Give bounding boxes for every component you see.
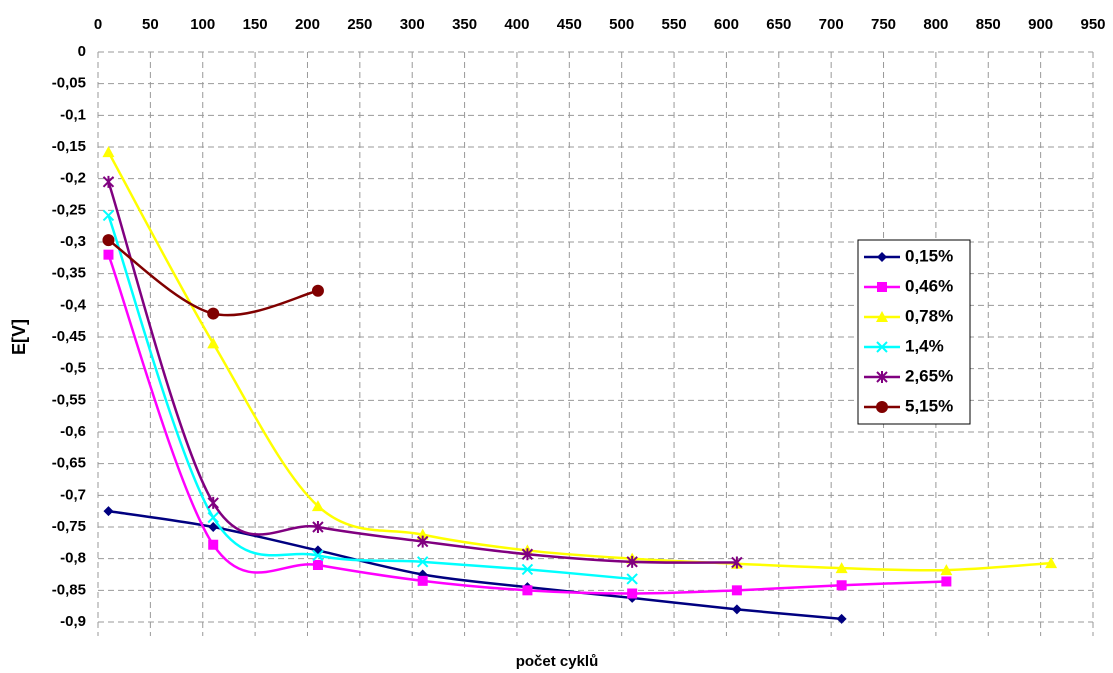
data-point	[312, 549, 324, 562]
data-point	[103, 506, 114, 517]
legend-label: 0,15%	[905, 246, 953, 265]
series-line	[107, 181, 737, 564]
x-tick-label: 200	[295, 16, 320, 33]
x-tick-label: 100	[190, 16, 215, 33]
data-point	[207, 307, 220, 320]
x-tick-label: 150	[243, 16, 268, 33]
data-point	[102, 209, 115, 222]
data-point	[626, 555, 638, 568]
x-axis-label: počet cyklů	[516, 653, 599, 670]
x-tick-label: 850	[976, 16, 1001, 33]
data-point	[521, 563, 534, 576]
legend-marker	[876, 371, 888, 383]
data-point	[208, 522, 219, 532]
data-point	[311, 500, 324, 512]
data-point	[103, 249, 114, 260]
y-tick-label: -0,65	[52, 455, 86, 472]
series-line	[108, 509, 842, 621]
y-tick-label: -0,05	[52, 75, 86, 92]
data-point	[207, 511, 219, 524]
x-tick-label: 350	[452, 16, 477, 33]
data-point	[940, 564, 953, 576]
legend-label: 0,46%	[905, 276, 953, 295]
x-tick-label: 50	[142, 16, 159, 33]
x-tick-label: 450	[557, 16, 582, 33]
data-point	[941, 576, 952, 587]
series-line	[107, 239, 319, 317]
y-tick-label: -0,7	[60, 486, 86, 503]
y-tick-label: -0,3	[60, 233, 86, 250]
y-tick-label: -0,75	[52, 518, 86, 535]
x-tick-label: 950	[1080, 16, 1105, 33]
y-tick-label: -0,2	[60, 170, 86, 187]
series-line	[107, 151, 1052, 572]
data-point	[731, 556, 743, 569]
y-tick-label: -0,55	[52, 391, 86, 408]
data-point	[626, 573, 638, 585]
y-tick-label: -0,4	[60, 296, 87, 313]
y-tick-label: -0,8	[60, 550, 86, 567]
data-point	[1045, 557, 1058, 569]
data-point	[835, 562, 848, 574]
legend-label: 2,65%	[905, 366, 953, 385]
y-tick-label: -0,85	[52, 581, 86, 598]
data-point	[207, 496, 219, 509]
data-point	[521, 548, 534, 561]
data-point	[836, 613, 847, 624]
data-point	[312, 521, 324, 533]
legend-marker	[876, 311, 888, 322]
data-point	[102, 146, 115, 158]
y-tick-label: -0,5	[60, 360, 86, 377]
x-tick-label: 900	[1028, 16, 1053, 33]
data-point	[836, 580, 847, 591]
series-line	[107, 214, 633, 581]
data-point	[207, 337, 220, 349]
data-point	[417, 575, 428, 586]
legend-marker	[877, 282, 887, 292]
x-tick-label: 550	[662, 16, 687, 33]
x-tick-label: 500	[609, 16, 634, 33]
legend-label: 5,15%	[905, 396, 953, 415]
legend-marker	[876, 341, 888, 353]
y-axis-label: E[V]	[9, 319, 29, 355]
x-tick-label: 250	[347, 16, 372, 33]
legend-box	[857, 239, 971, 425]
data-point	[208, 539, 219, 550]
legend-marker	[877, 252, 887, 262]
x-tick-label: 650	[766, 16, 791, 33]
data-point	[416, 556, 429, 568]
x-tick-label: 700	[819, 16, 844, 33]
y-tick-label: -0,25	[52, 201, 86, 218]
x-tick-label: 750	[871, 16, 896, 33]
data-point	[731, 604, 742, 615]
data-point	[522, 585, 533, 596]
data-point	[627, 588, 638, 599]
data-point	[312, 560, 323, 570]
x-tick-label: 400	[504, 16, 529, 33]
data-point	[311, 284, 324, 297]
x-tick-label: 600	[714, 16, 739, 33]
legend-marker	[876, 401, 888, 413]
y-tick-label: -0,9	[60, 613, 86, 630]
y-tick-label: -0,1	[60, 106, 86, 123]
y-tick-label: 0	[78, 43, 86, 60]
data-point	[416, 528, 429, 540]
x-tick-label: 800	[923, 16, 948, 33]
x-tick-label: 300	[400, 16, 425, 33]
data-point	[102, 234, 115, 247]
y-tick-label: -0,15	[52, 138, 86, 155]
x-tick-label: 0	[94, 16, 102, 33]
y-tick-label: -0,6	[60, 423, 86, 440]
data-point	[416, 535, 429, 548]
y-tick-label: -0,45	[52, 328, 86, 345]
data-point	[102, 175, 115, 188]
data-point	[731, 585, 742, 596]
legend-label: 0,78%	[905, 306, 953, 325]
legend-label: 1,4%	[905, 336, 944, 355]
y-tick-label: -0,35	[52, 265, 86, 282]
